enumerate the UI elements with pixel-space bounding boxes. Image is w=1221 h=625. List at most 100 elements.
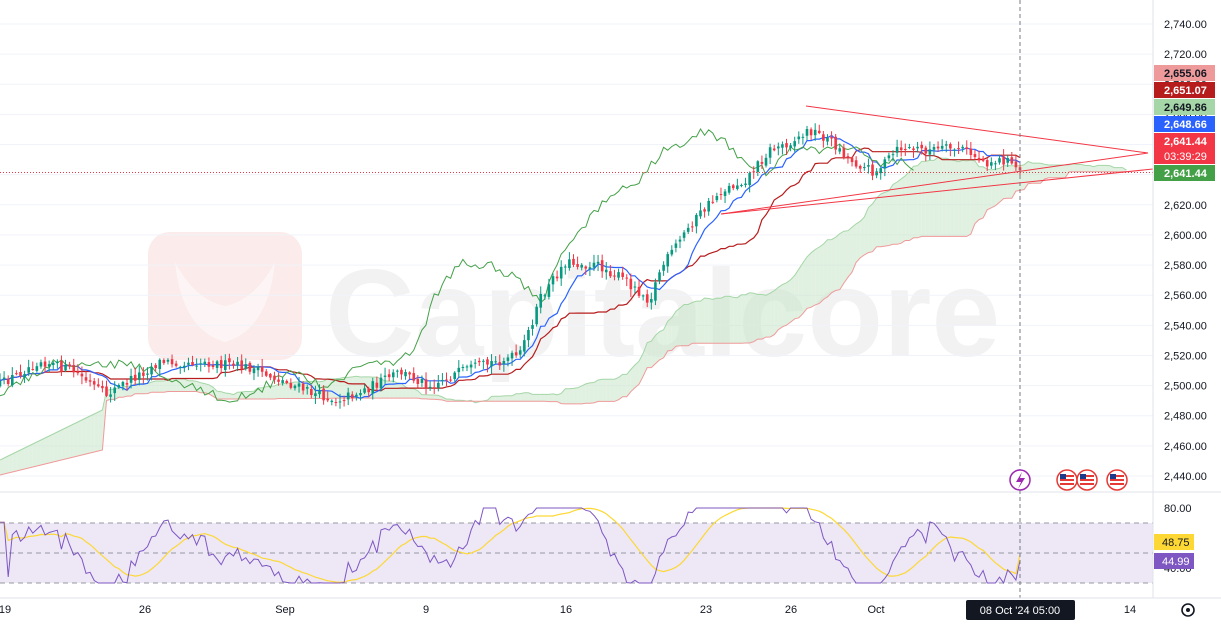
ichimoku-cloud-segment xyxy=(1028,161,1033,184)
event-us-flag-icon[interactable] xyxy=(1106,469,1128,491)
candle-body xyxy=(879,168,883,174)
candle-body xyxy=(219,360,223,369)
candle-body xyxy=(191,361,194,366)
event-us-flag-icon[interactable] xyxy=(1056,469,1078,491)
candle-body xyxy=(764,157,768,166)
candle-body xyxy=(891,154,895,156)
candle-body xyxy=(133,374,137,381)
event-us-flag-icon[interactable] xyxy=(1076,469,1098,491)
symmetrical-triangle-upper xyxy=(720,105,1149,215)
rsi-pane xyxy=(0,491,1221,585)
candle-body xyxy=(338,401,342,403)
settings-gear-icon[interactable] xyxy=(1181,603,1195,617)
candle-body xyxy=(473,362,477,364)
candle-body xyxy=(1014,161,1018,168)
ichimoku-cloud-segment xyxy=(749,292,754,344)
ichimoku-cloud-segment xyxy=(520,392,525,402)
candle-body xyxy=(391,372,395,378)
ichimoku-cloud-segment xyxy=(524,392,529,402)
candle-body xyxy=(264,371,268,376)
ichimoku-cloud-segment xyxy=(1118,167,1123,172)
candle-body xyxy=(850,157,854,163)
price-axis-tick-label: 2,460.00 xyxy=(1164,441,1207,453)
ichimoku-cloud-segment xyxy=(864,207,869,255)
candle-body xyxy=(797,136,801,140)
ichimoku-cloud-segment xyxy=(221,391,226,399)
candle-body xyxy=(31,368,35,370)
ichimoku-cloud-segment xyxy=(921,161,926,237)
watermark-logo-horns xyxy=(175,262,275,342)
candle-body xyxy=(830,136,833,139)
ichimoku-cloud-segment xyxy=(163,378,168,393)
ichimoku-cloud-segment xyxy=(655,331,660,364)
candle-body xyxy=(486,359,489,365)
ichimoku-cloud-segment xyxy=(999,165,1004,203)
ichimoku-cloud-segment xyxy=(426,394,431,400)
candle-body xyxy=(498,362,502,366)
price-axis-tick-label: 2,740.00 xyxy=(1164,19,1207,31)
ichimoku-cloud-segment xyxy=(610,379,615,402)
candle-body xyxy=(949,144,952,149)
candle-body xyxy=(551,276,555,285)
candle-body xyxy=(564,266,567,268)
ichimoku-cloud-segment xyxy=(712,298,717,344)
candle-body xyxy=(514,352,518,356)
ichimoku-cloud-segment xyxy=(577,385,582,404)
candle-body xyxy=(113,387,116,394)
ichimoku-cloud-segment xyxy=(217,391,222,399)
ichimoku-cloud-segment xyxy=(901,175,906,244)
ichimoku-cloud-segment xyxy=(716,298,721,344)
event-flash-icon[interactable] xyxy=(1009,469,1031,491)
ichimoku-cloud-segment xyxy=(847,227,853,278)
ichimoku-cloud-segment xyxy=(700,298,705,344)
candle-body xyxy=(838,148,842,152)
candle-body xyxy=(183,365,186,368)
ichimoku-cloud-segment xyxy=(151,381,156,393)
price-axis-tick-label: 2,580.00 xyxy=(1164,260,1207,272)
ichimoku-cloud-segment xyxy=(167,378,173,392)
triangle-pattern-layer xyxy=(720,105,1154,215)
ichimoku-cloud-segment xyxy=(208,384,214,397)
price-tag-label: 2,649.86 xyxy=(1164,102,1207,114)
time-axis-tick-label: 19 xyxy=(0,604,11,616)
candle-body xyxy=(908,147,911,149)
price-tag-box xyxy=(1154,133,1215,149)
ichimoku-cloud-segment xyxy=(757,294,762,340)
economic-events[interactable] xyxy=(1009,469,1128,491)
time-axis-tick-label: Oct xyxy=(867,604,884,616)
candle-body xyxy=(289,383,293,388)
candle-body xyxy=(809,129,813,136)
ichimoku-cloud-segment xyxy=(32,442,37,467)
ichimoku-cloud-segment xyxy=(929,160,934,237)
ichimoku-cloud-segment xyxy=(581,383,586,404)
candle-body xyxy=(654,282,657,301)
candle-body xyxy=(273,375,276,380)
candle-body xyxy=(662,264,665,271)
candle-body xyxy=(396,370,399,372)
ichimoku-cloud-segment xyxy=(24,446,29,469)
ichimoku-cloud-segment xyxy=(741,294,746,344)
ichimoku-cloud-segment xyxy=(495,396,500,402)
ichimoku-cloud-segment xyxy=(696,301,701,344)
ichimoku-cloud-segment xyxy=(1044,164,1049,179)
ichimoku-cloud-segment xyxy=(860,217,865,258)
candle-body xyxy=(777,146,780,149)
candle-body xyxy=(383,375,387,377)
ichimoku-cloud-segment xyxy=(827,239,832,297)
ichimoku-cloud-segment xyxy=(430,395,435,400)
ichimoku-cloud-segment xyxy=(438,395,443,401)
candle-body xyxy=(27,367,30,373)
candle-body xyxy=(441,379,444,382)
price-axis-tick-label: 2,720.00 xyxy=(1164,49,1207,61)
ichimoku-cloud-segment xyxy=(401,383,406,399)
candle-body xyxy=(633,286,637,288)
ichimoku-cloud-segment xyxy=(155,381,160,393)
ichimoku-cloud-segment xyxy=(421,394,427,399)
ichimoku-cloud-segment xyxy=(565,388,570,404)
candle-body xyxy=(715,196,719,201)
ichimoku-cloud-segment xyxy=(528,392,533,402)
candle-body xyxy=(924,147,928,154)
candle-body xyxy=(863,167,866,169)
